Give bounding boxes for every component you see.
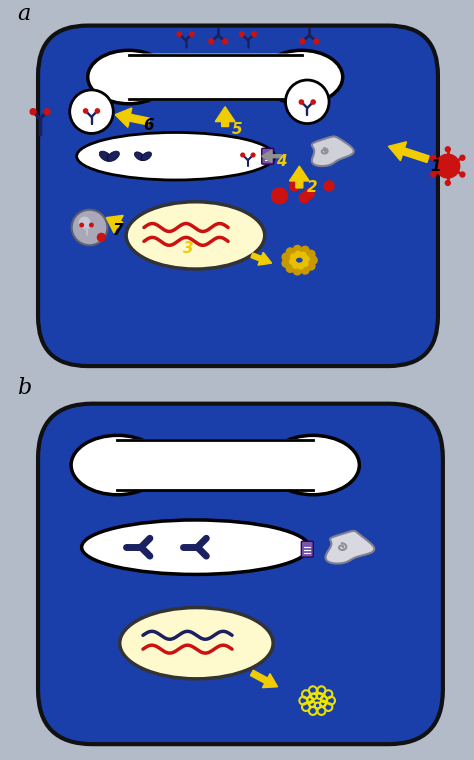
Text: 3: 3 — [182, 241, 193, 256]
FancyArrow shape — [290, 166, 309, 188]
Ellipse shape — [267, 435, 359, 495]
Circle shape — [241, 153, 245, 157]
FancyBboxPatch shape — [262, 148, 273, 164]
Circle shape — [299, 100, 303, 104]
Circle shape — [303, 256, 309, 262]
FancyBboxPatch shape — [301, 541, 313, 557]
Circle shape — [446, 180, 450, 185]
Text: 7: 7 — [113, 223, 124, 239]
Circle shape — [307, 262, 315, 270]
FancyBboxPatch shape — [38, 26, 438, 366]
Circle shape — [301, 266, 309, 274]
Circle shape — [301, 246, 309, 254]
Ellipse shape — [99, 151, 111, 161]
Ellipse shape — [126, 201, 264, 269]
Circle shape — [286, 264, 294, 272]
Ellipse shape — [120, 607, 273, 679]
Circle shape — [282, 253, 290, 261]
Polygon shape — [326, 531, 374, 563]
Circle shape — [300, 193, 309, 203]
Circle shape — [311, 100, 315, 104]
Circle shape — [209, 39, 214, 44]
Ellipse shape — [261, 50, 343, 104]
Circle shape — [460, 172, 465, 177]
Ellipse shape — [88, 50, 170, 104]
FancyArrow shape — [262, 150, 282, 162]
Circle shape — [314, 39, 319, 44]
Circle shape — [44, 109, 50, 115]
FancyArrow shape — [388, 142, 429, 163]
FancyArrow shape — [251, 252, 272, 265]
Circle shape — [290, 181, 300, 191]
Circle shape — [302, 261, 308, 267]
Circle shape — [252, 32, 256, 36]
Text: a: a — [17, 2, 30, 24]
Circle shape — [460, 155, 465, 160]
FancyArrow shape — [250, 670, 278, 688]
Circle shape — [307, 250, 315, 258]
Circle shape — [190, 32, 194, 36]
Circle shape — [309, 256, 317, 264]
Circle shape — [285, 80, 329, 124]
Ellipse shape — [135, 152, 145, 160]
FancyArrow shape — [215, 106, 235, 126]
Text: 1: 1 — [430, 159, 441, 174]
Circle shape — [292, 262, 299, 268]
FancyBboxPatch shape — [117, 439, 314, 491]
FancyBboxPatch shape — [128, 54, 303, 100]
Circle shape — [98, 233, 105, 242]
Text: 2: 2 — [307, 180, 318, 195]
Circle shape — [304, 189, 314, 199]
Circle shape — [70, 90, 113, 134]
Circle shape — [436, 154, 460, 178]
Circle shape — [286, 248, 294, 256]
Text: b: b — [17, 377, 31, 399]
Circle shape — [446, 147, 450, 152]
Ellipse shape — [107, 151, 119, 161]
Circle shape — [274, 188, 284, 198]
Circle shape — [431, 155, 436, 160]
Circle shape — [79, 217, 91, 229]
Text: 4: 4 — [275, 154, 286, 169]
Circle shape — [30, 109, 36, 115]
FancyBboxPatch shape — [38, 404, 443, 744]
Circle shape — [291, 254, 297, 260]
Circle shape — [298, 263, 304, 269]
Circle shape — [295, 252, 301, 258]
Circle shape — [282, 259, 290, 268]
Circle shape — [272, 188, 287, 204]
Circle shape — [83, 109, 88, 113]
Circle shape — [223, 39, 228, 44]
FancyArrow shape — [115, 108, 150, 128]
Circle shape — [290, 258, 295, 264]
FancyArrow shape — [106, 215, 123, 233]
Ellipse shape — [77, 132, 274, 180]
Circle shape — [300, 252, 306, 258]
Circle shape — [239, 32, 244, 36]
Circle shape — [177, 32, 182, 36]
Circle shape — [90, 223, 93, 226]
Ellipse shape — [82, 520, 309, 575]
Polygon shape — [312, 137, 354, 166]
Circle shape — [300, 39, 305, 44]
Ellipse shape — [71, 435, 164, 495]
Circle shape — [80, 223, 83, 226]
Circle shape — [431, 172, 436, 177]
Circle shape — [95, 109, 100, 113]
Circle shape — [293, 245, 301, 253]
Text: 6: 6 — [143, 119, 154, 134]
Circle shape — [324, 181, 334, 191]
Circle shape — [293, 267, 301, 275]
Ellipse shape — [141, 152, 152, 160]
Text: 5: 5 — [232, 122, 243, 138]
Circle shape — [72, 210, 107, 245]
Circle shape — [251, 153, 255, 157]
